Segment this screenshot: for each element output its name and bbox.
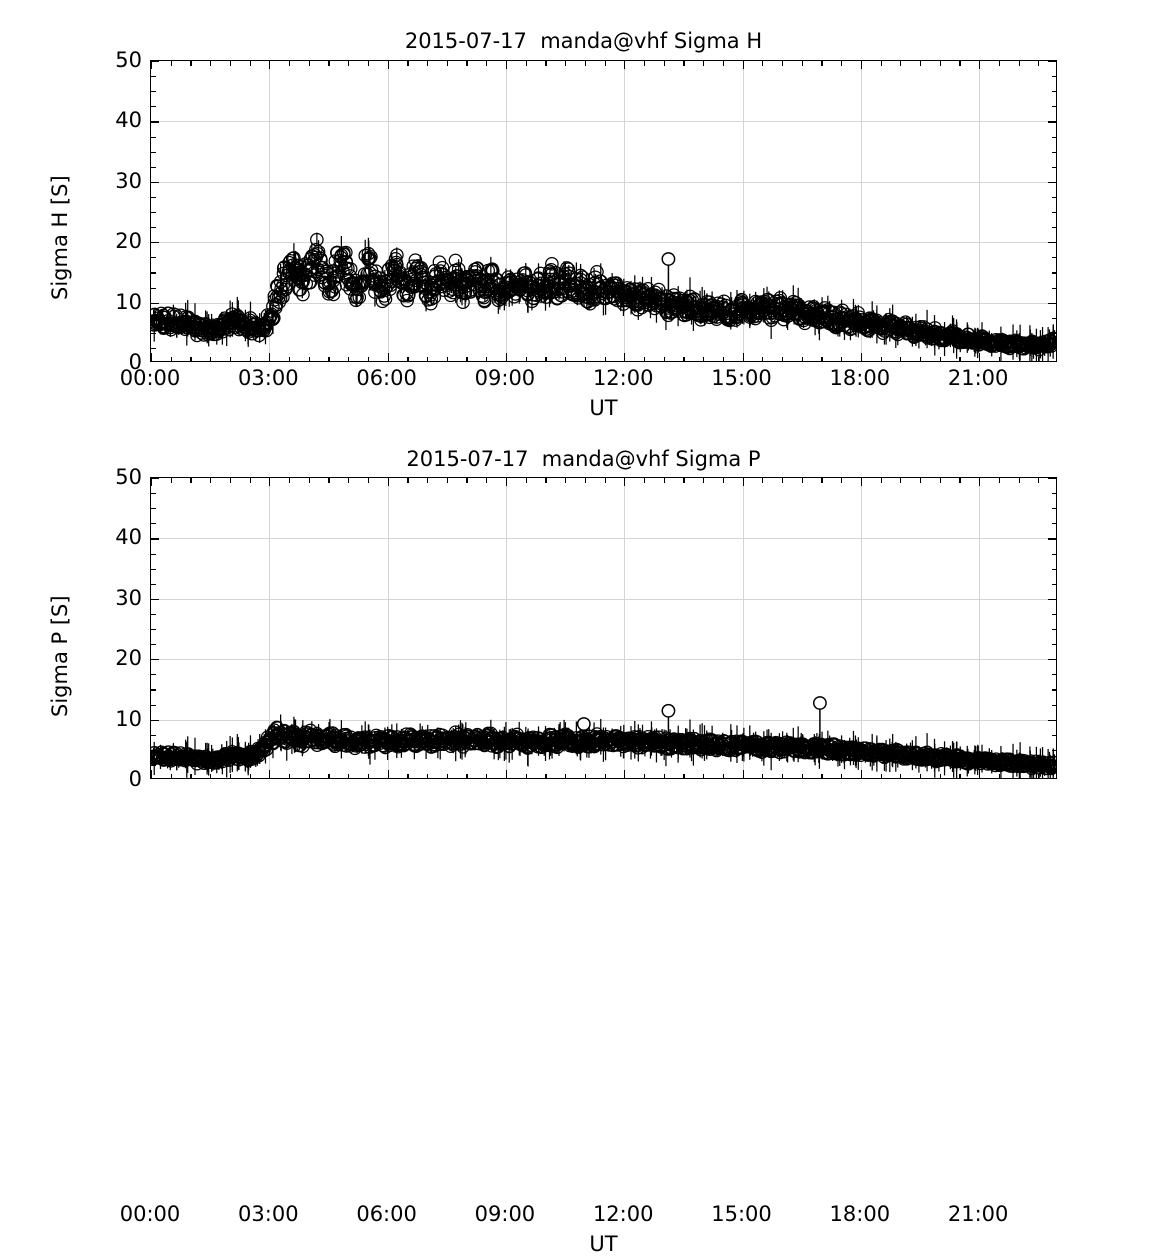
y-tick-label: 0	[128, 767, 142, 791]
panel-title-sigma-h: 2015-07-17 manda@vhf Sigma H	[404, 29, 763, 53]
x-tick-label: 12:00	[592, 1202, 654, 1226]
y-tick-label: 40	[115, 525, 142, 550]
plot-area-sigma-p	[150, 477, 1057, 779]
x-tick-label: 03:00	[238, 366, 299, 390]
y-tick-label: 0	[128, 350, 142, 374]
gridline-vertical	[387, 61, 389, 361]
data-series-sigma-h	[151, 232, 1056, 361]
gridline-vertical	[624, 478, 626, 778]
x-tick-label: 18:00	[829, 366, 891, 390]
gridline-vertical	[269, 61, 271, 361]
panel-title-sigma-p: 2015-07-17 manda@vhf Sigma P	[406, 447, 761, 471]
x-tick-label: 09:00	[474, 1202, 536, 1226]
y-axis-ticks-sigma-p: 0 10 20 30 40 50	[90, 467, 142, 790]
y-tick-label: 40	[115, 108, 142, 133]
y-axis-label-sigma-p: Sigma P [S]	[48, 595, 72, 717]
panel-sigma-h: 2015-07-17 manda@vhf Sigma H 0 10 20 30 40 50…	[0, 0, 1167, 437]
x-tick-label: 18:00	[829, 1202, 891, 1226]
y-axis-label-sigma-h: Sigma H [S]	[48, 175, 72, 300]
gridline-horizontal	[151, 538, 1056, 540]
gridline-vertical	[505, 61, 507, 361]
y-tick-label: 10	[115, 706, 142, 731]
y-axis-ticks-sigma-h: 0 10 20 30 40 50	[90, 50, 142, 373]
x-tick-label: 06:00	[356, 1202, 417, 1226]
gridline-vertical	[624, 61, 626, 361]
y-tick-label: 50	[115, 48, 142, 72]
x-tick-label: 00:00	[119, 1202, 181, 1226]
gridline-vertical	[269, 478, 271, 778]
y-tick-label: 20	[115, 646, 142, 671]
x-tick-label: 21:00	[947, 366, 1009, 390]
x-tick-label: 12:00	[592, 366, 654, 390]
x-tick-label: 21:00	[947, 1202, 1009, 1226]
outlier-markers	[576, 696, 827, 752]
x-axis-label-sigma-h: UT	[589, 396, 618, 420]
gridline-vertical	[979, 478, 981, 778]
x-axis-ticks-sigma-p: 00:00 03:00 06:00 09:00 12:00 15:00 18:00 21:00	[120, 1202, 1057, 1230]
x-tick-label: 03:00	[238, 1202, 299, 1226]
gridline-horizontal	[151, 181, 1056, 183]
plot-area-sigma-h	[150, 60, 1057, 362]
gridline-horizontal	[151, 121, 1056, 123]
data-series-sigma-p	[151, 696, 1056, 778]
scatter-markers	[151, 232, 1056, 361]
gridline-vertical	[979, 61, 981, 361]
gridline-vertical	[860, 478, 862, 778]
x-tick-label: 15:00	[711, 366, 772, 390]
gridline-vertical	[742, 61, 744, 361]
gridline-vertical	[505, 478, 507, 778]
y-tick-label: 30	[115, 168, 142, 193]
x-tick-label: 06:00	[356, 366, 417, 390]
gridline-horizontal	[151, 242, 1056, 244]
outlier-markers	[661, 252, 676, 292]
y-tick-label: 10	[115, 289, 142, 314]
gridline-horizontal	[151, 719, 1056, 721]
x-tick-label: 00:00	[119, 366, 181, 390]
gridline-horizontal	[151, 598, 1056, 600]
x-axis-label-sigma-p: UT	[589, 1232, 618, 1256]
y-tick-label: 20	[115, 229, 142, 254]
x-tick-label: 15:00	[711, 1202, 772, 1226]
gridline-horizontal	[151, 659, 1056, 661]
gridline-vertical	[860, 61, 862, 361]
y-tick-label: 50	[115, 465, 142, 489]
gridline-vertical	[387, 478, 389, 778]
x-axis-ticks-sigma-h: 00:00 03:00 06:00 09:00 12:00 15:00 18:00 21:00	[120, 366, 1057, 394]
x-tick-label: 09:00	[474, 366, 536, 390]
panel-sigma-p: 2015-07-17 manda@vhf Sigma P 0 10 20 30 40 50…	[0, 418, 1167, 1256]
scatter-markers	[151, 714, 1056, 778]
y-tick-label: 30	[115, 585, 142, 610]
gridline-vertical	[742, 478, 744, 778]
